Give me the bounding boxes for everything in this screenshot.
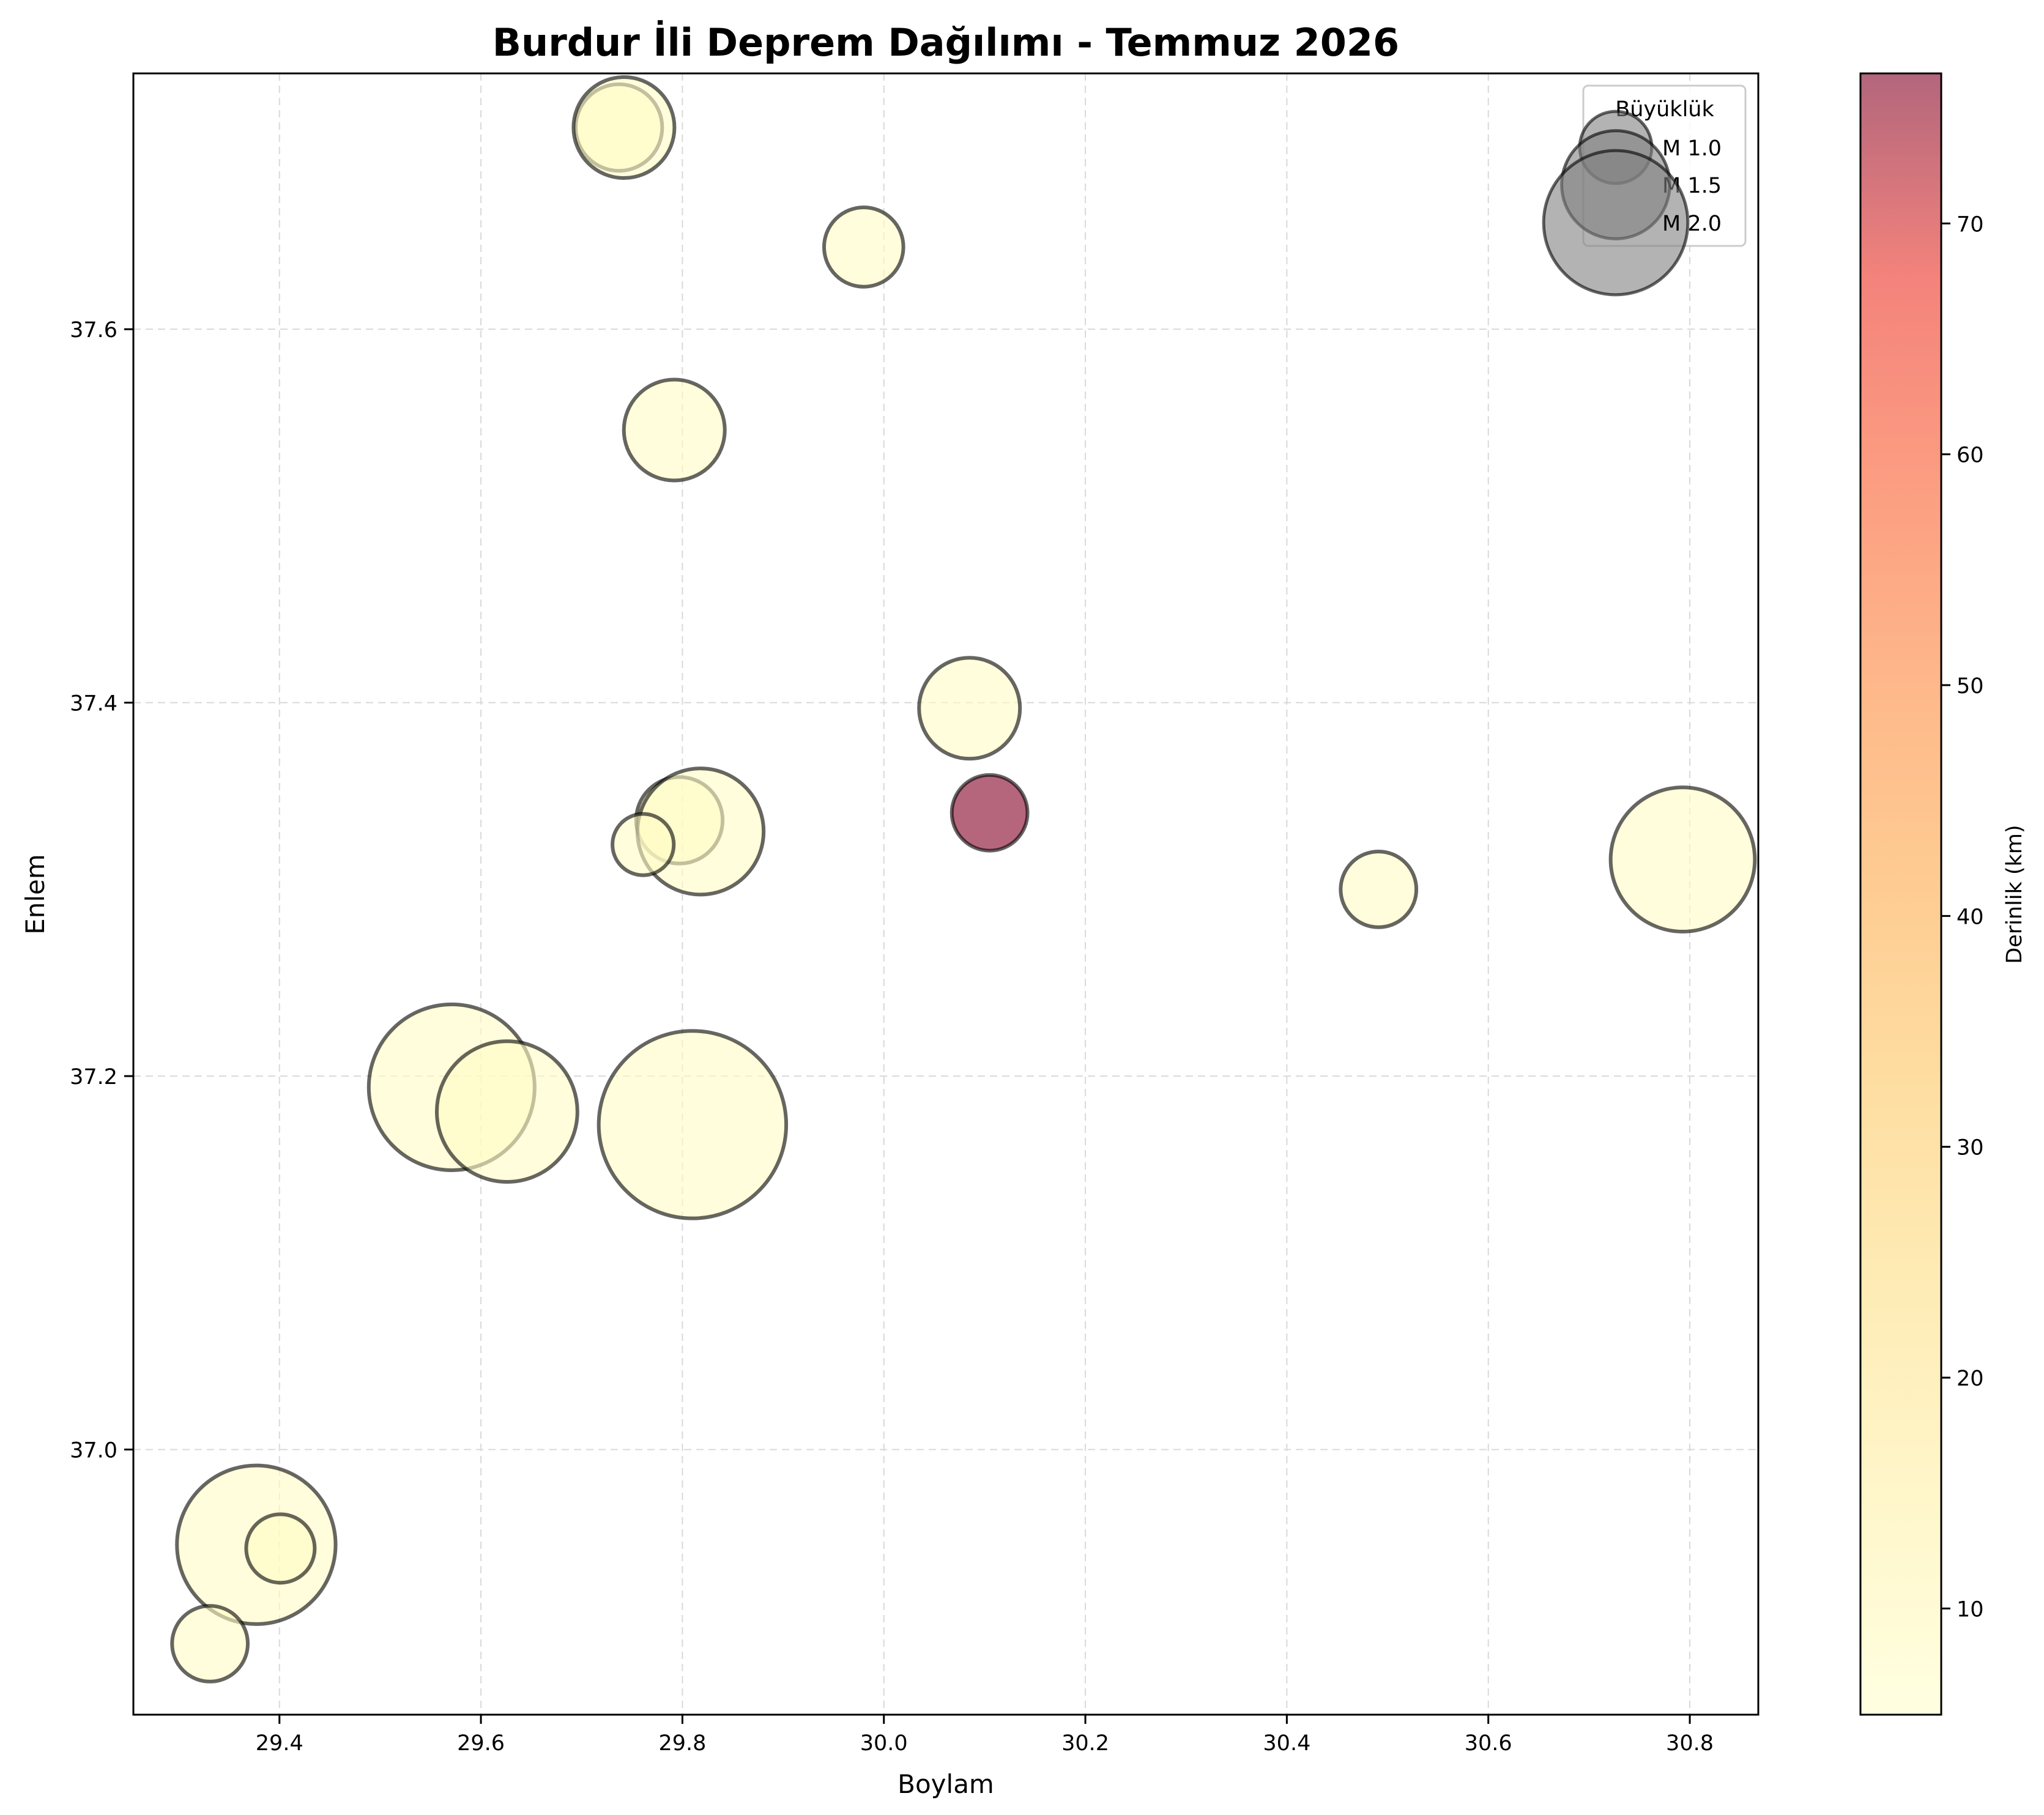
x-tick-label: 30.2 <box>1061 1731 1109 1756</box>
colorbar-gradient <box>1860 73 1941 1715</box>
earthquake-point <box>571 75 677 180</box>
x-tick-label: 30.0 <box>860 1731 908 1756</box>
x-axis-label: Boylam <box>898 1769 994 1799</box>
legend-marker <box>1542 149 1690 297</box>
data-points <box>170 75 1757 1683</box>
earthquake-point <box>611 812 676 877</box>
x-tick-label: 30.6 <box>1465 1731 1512 1756</box>
y-axis-label: Enlem <box>20 854 50 935</box>
earthquake-point <box>950 773 1030 853</box>
earthquake-point <box>596 1029 789 1220</box>
earthquake-point <box>244 1512 317 1585</box>
earthquake-point <box>170 1604 250 1683</box>
x-tick-label: 30.8 <box>1666 1731 1714 1756</box>
y-tick-label: 37.6 <box>70 318 117 343</box>
colorbar: Derinlik (km) 10 20 30 40 50 60 70 <box>1859 72 2027 1716</box>
earthquake-point <box>622 377 727 483</box>
x-tick-label: 29.4 <box>256 1731 303 1756</box>
plot-frame <box>132 72 1760 1716</box>
x-tick-label: 29.6 <box>457 1731 505 1756</box>
earthquake-point <box>917 656 1022 761</box>
colorbar-tick-label: 40 <box>1957 905 1984 929</box>
x-tick-label: 29.8 <box>658 1731 706 1756</box>
colorbar-tick-label: 70 <box>1957 212 1984 237</box>
chart-title: Burdur İli Deprem Dağılımı - Temmuz 2026 <box>492 20 1399 65</box>
colorbar-frame <box>1859 72 1942 1716</box>
colorbar-tick-label: 10 <box>1957 1597 1984 1622</box>
earthquake-point <box>822 206 905 289</box>
colorbar-tick-label: 50 <box>1957 674 1984 699</box>
plot-background <box>133 73 1758 1715</box>
legend-label: M 1.0 <box>1662 136 1722 161</box>
y-axis-ticks: 37.0 37.2 37.4 37.6 <box>70 318 133 1463</box>
y-tick-label: 37.2 <box>70 1065 117 1089</box>
earthquake-point <box>1339 849 1419 929</box>
colorbar-tick-label: 20 <box>1957 1367 1984 1391</box>
colorbar-tick-label: 60 <box>1957 444 1984 468</box>
earthquake-point <box>1608 785 1757 933</box>
earthquake-point <box>434 1039 579 1184</box>
colorbar-label: Derinlik (km) <box>2002 825 2027 963</box>
y-tick-label: 37.4 <box>70 692 117 716</box>
legend: Büyüklük M 1.0M 1.5M 2.0 <box>1542 84 1747 297</box>
y-tick-label: 37.0 <box>70 1439 117 1463</box>
legend-label: M 2.0 <box>1662 212 1722 236</box>
x-tick-label: 30.4 <box>1263 1731 1310 1756</box>
x-axis-ticks: 29.4 29.6 29.8 30.0 30.2 30.4 30.6 30.8 <box>256 1715 1714 1756</box>
colorbar-tick-label: 30 <box>1957 1136 1984 1160</box>
